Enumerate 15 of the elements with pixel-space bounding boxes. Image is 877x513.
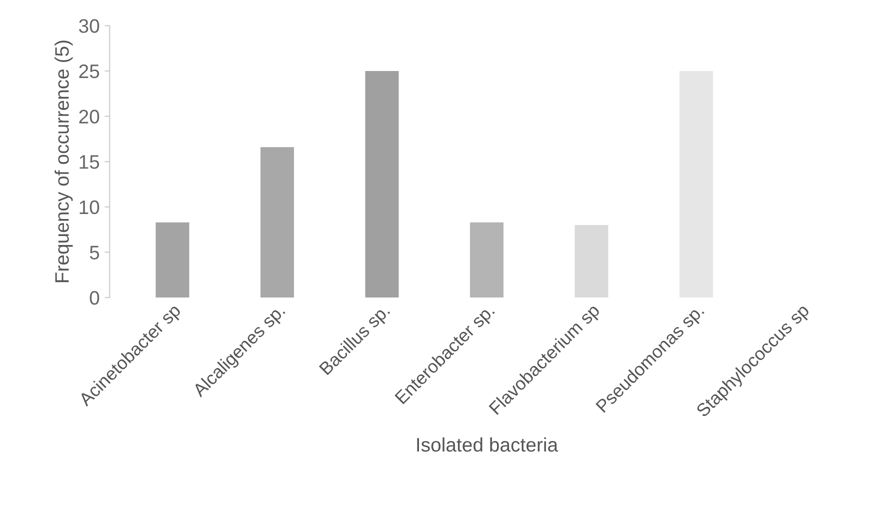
x-axis-title: Isolated bacteria <box>417 437 558 452</box>
bar <box>156 222 190 298</box>
bar <box>260 147 294 298</box>
bar <box>574 225 608 298</box>
y-tick-label: 5 <box>90 246 100 260</box>
bar <box>679 70 713 298</box>
y-tick-label: 25 <box>79 64 100 78</box>
y-tick-label: 30 <box>79 19 100 33</box>
bar <box>470 222 504 298</box>
y-axis-title: Frequency of occurrence (5) <box>54 40 73 282</box>
y-tick-label: 15 <box>80 155 100 169</box>
y-tick-label: 10 <box>80 200 100 214</box>
bar <box>365 70 399 298</box>
y-tick-label: 20 <box>79 110 100 124</box>
y-tick-label: 0 <box>90 291 100 305</box>
